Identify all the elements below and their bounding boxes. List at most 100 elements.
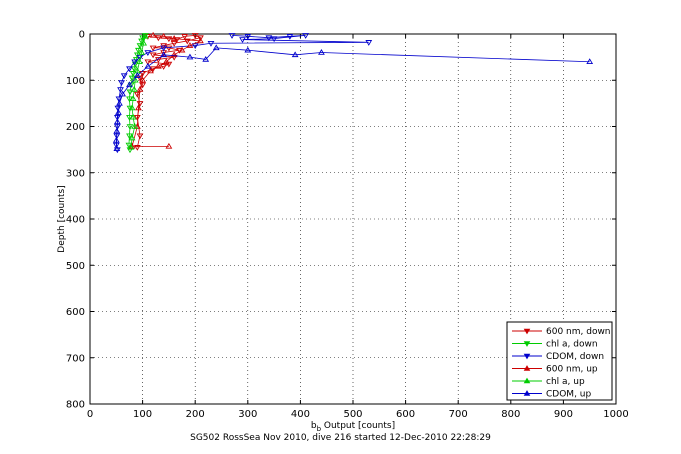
x-tick-label: 500 [343, 409, 362, 420]
data-point [136, 133, 144, 140]
data-point [197, 37, 204, 44]
data-point [160, 51, 168, 58]
chart-caption: SG502 RossSea Nov 2010, dive 216 started… [190, 433, 491, 443]
data-point [126, 133, 133, 140]
data-point [191, 33, 199, 39]
data-point [183, 38, 191, 45]
x-axis-label-subscript: b [317, 425, 322, 433]
x-tick-label: 300 [238, 409, 257, 420]
y-axis-label: Depth [counts] [57, 185, 67, 252]
data-point [112, 136, 120, 143]
series-5 [112, 44, 594, 151]
data-point [165, 36, 173, 43]
data-point [170, 40, 178, 47]
data-point [144, 50, 152, 56]
y-tick-label: 400 [66, 215, 85, 226]
data-point [365, 40, 373, 46]
data-point [136, 43, 144, 50]
data-point [130, 66, 138, 73]
x-tick-label: 0 [87, 409, 93, 420]
data-point [129, 113, 137, 120]
data-point [136, 58, 143, 65]
y-tick-label: 100 [66, 76, 85, 87]
legend: 600 nm, down chl a, down CDOM, down 600 nm,… [506, 321, 613, 401]
data-point [141, 32, 149, 39]
legend-entry-label: 600 nm, down [546, 327, 611, 337]
series-group [112, 31, 594, 154]
data-point [165, 142, 173, 149]
data-point [149, 52, 157, 59]
x-axis-label-rest: Output [counts] [321, 421, 395, 431]
series-4 [127, 32, 149, 150]
legend-entry-label: CDOM, down [546, 352, 604, 362]
data-point [127, 143, 135, 150]
data-point [178, 46, 186, 53]
data-point [136, 86, 144, 92]
y-tick-label: 800 [66, 400, 85, 411]
data-point [149, 31, 157, 38]
x-tick-label: 100 [133, 409, 152, 420]
x-tick-label: 600 [396, 409, 415, 420]
data-point [147, 67, 154, 74]
x-axis-label: bb Output [counts] [311, 421, 395, 433]
data-point [115, 109, 122, 115]
data-point [291, 51, 299, 58]
data-point [126, 124, 134, 130]
data-point [118, 80, 125, 87]
x-tick-label: 400 [291, 409, 310, 420]
x-tick-label: 200 [186, 409, 205, 420]
legend-marker [523, 353, 531, 360]
data-point [170, 51, 178, 58]
data-point [165, 45, 173, 52]
data-point [162, 58, 170, 65]
data-point [136, 54, 144, 61]
data-point [181, 34, 189, 40]
y-tick-label: 700 [66, 353, 85, 364]
legend-entry-label: 600 nm, up [546, 365, 598, 375]
data-point [128, 134, 136, 141]
data-point [126, 89, 134, 96]
legend-marker [523, 328, 531, 335]
data-point [160, 64, 168, 70]
data-point [144, 59, 152, 66]
y-tick-label: 200 [66, 122, 85, 133]
data-point [144, 62, 152, 69]
data-point [265, 35, 273, 42]
series-2 [112, 33, 373, 154]
data-point [318, 49, 325, 55]
legend-entry-label: chl a, up [546, 377, 585, 387]
data-point [212, 44, 220, 51]
data-point [113, 114, 121, 121]
x-tick-label: 900 [554, 409, 573, 420]
x-tick-label: 700 [449, 409, 468, 420]
data-point [120, 73, 128, 80]
data-point [244, 46, 252, 53]
data-point [126, 66, 133, 73]
legend-entry-label: chl a, down [546, 340, 598, 350]
data-point [139, 76, 146, 83]
data-point [126, 105, 134, 112]
series-line [130, 36, 146, 148]
legend-marker [523, 341, 531, 347]
data-point [126, 96, 133, 103]
data-point [115, 96, 123, 103]
data-point [135, 47, 142, 54]
data-point [270, 36, 278, 43]
axis-ticks: 0 100 200 300 400 500 600 700 800 900 1000 0 100 200 3… [66, 30, 629, 421]
data-point [186, 53, 194, 60]
data-point [207, 40, 215, 47]
data-point [302, 33, 310, 39]
y-tick-label: 300 [66, 168, 85, 179]
y-tick-label: 500 [66, 261, 85, 272]
legend-marker [523, 377, 531, 384]
data-point [126, 114, 133, 121]
data-point [133, 91, 141, 98]
data-point [149, 45, 157, 52]
data-point [202, 55, 210, 62]
y-tick-label: 600 [66, 307, 85, 318]
data-point [119, 90, 126, 97]
data-point [131, 123, 139, 129]
legend-entry-label: CDOM, up [546, 390, 591, 400]
series-line [115, 34, 369, 150]
